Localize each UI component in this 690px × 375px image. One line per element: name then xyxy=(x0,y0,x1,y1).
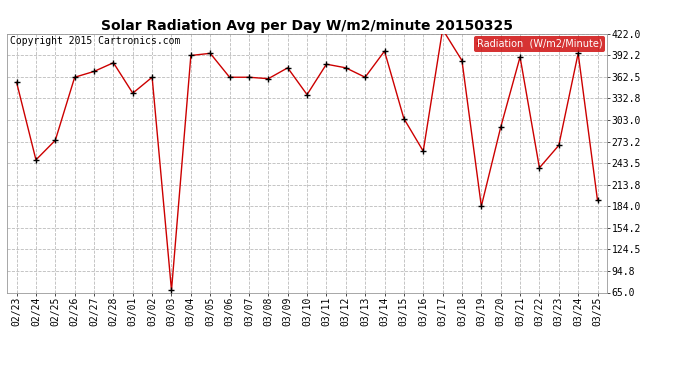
Text: Copyright 2015 Cartronics.com: Copyright 2015 Cartronics.com xyxy=(10,36,180,46)
Legend: Radiation  (W/m2/Minute): Radiation (W/m2/Minute) xyxy=(474,36,605,51)
Title: Solar Radiation Avg per Day W/m2/minute 20150325: Solar Radiation Avg per Day W/m2/minute … xyxy=(101,19,513,33)
